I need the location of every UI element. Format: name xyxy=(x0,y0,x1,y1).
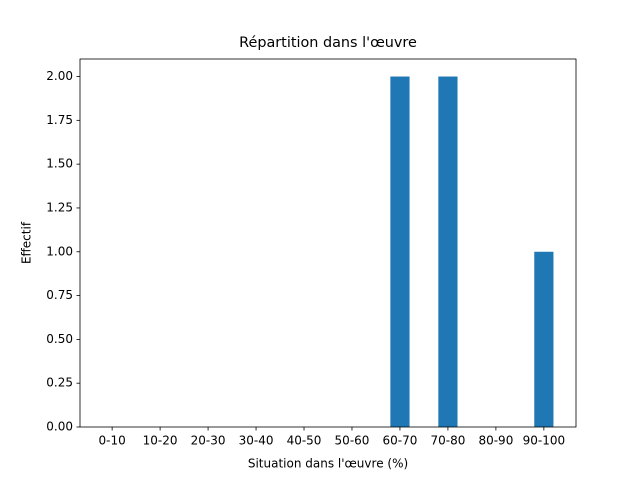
chart-title: Répartition dans l'œuvre xyxy=(239,35,417,51)
x-tick-label: 30-40 xyxy=(239,434,274,448)
x-tick-label: 70-80 xyxy=(430,434,465,448)
x-tick-label: 0-10 xyxy=(99,434,126,448)
y-tick-label: 1.25 xyxy=(46,200,73,214)
y-tick-label: 1.50 xyxy=(46,157,73,171)
x-tick-label: 50-60 xyxy=(335,434,370,448)
x-tick-label: 60-70 xyxy=(383,434,418,448)
y-tick-label: 1.75 xyxy=(46,113,73,127)
x-tick-label: 80-90 xyxy=(478,434,513,448)
x-axis-label: Situation dans l'œuvre (%) xyxy=(248,457,408,471)
y-tick-label: 0.25 xyxy=(46,376,73,390)
bar xyxy=(534,251,554,427)
y-tick-label: 0.00 xyxy=(46,420,73,434)
y-tick-label: 1.00 xyxy=(46,244,73,258)
x-tick-label: 10-20 xyxy=(143,434,178,448)
bar xyxy=(390,76,410,428)
y-tick-label: 0.75 xyxy=(46,288,73,302)
x-tick-label: 40-50 xyxy=(287,434,322,448)
bar xyxy=(438,76,458,428)
x-tick-label: 90-100 xyxy=(523,434,566,448)
y-axis-label: Effectif xyxy=(20,221,34,264)
x-tick-label: 20-30 xyxy=(191,434,226,448)
y-tick-label: 2.00 xyxy=(46,69,73,83)
plot-frame xyxy=(79,58,577,428)
y-tick-label: 0.50 xyxy=(46,332,73,346)
